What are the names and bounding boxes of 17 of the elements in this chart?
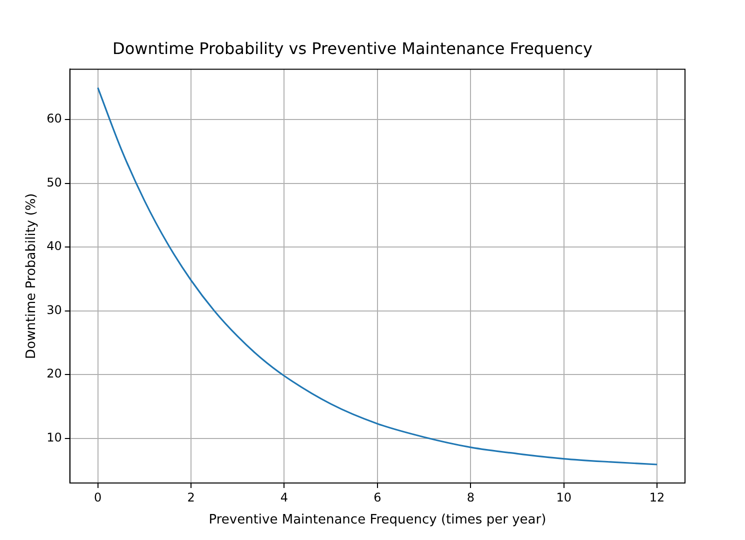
y-tick-label: 50 bbox=[46, 175, 62, 190]
line-series bbox=[97, 86, 658, 466]
y-tick-label: 20 bbox=[46, 366, 62, 381]
x-tick-label: 4 bbox=[280, 490, 288, 504]
x-axis-title: Preventive Maintenance Frequency (times per year) bbox=[208, 512, 546, 528]
y-axis-title: Downtime Probability (%) bbox=[24, 193, 40, 359]
chart-title: Downtime Probability vs Preventive Maintenance Frequency bbox=[112, 38, 592, 58]
x-tick-label: 10 bbox=[556, 490, 572, 504]
x-tick-label: 0 bbox=[94, 490, 102, 504]
y-tick-label: 60 bbox=[46, 112, 62, 126]
x-tick-label: 6 bbox=[374, 490, 382, 504]
y-tick-label: 40 bbox=[46, 239, 62, 254]
y-tick-label: 30 bbox=[46, 302, 62, 317]
y-tick-label: 10 bbox=[46, 430, 62, 444]
x-tick-label: 12 bbox=[649, 490, 665, 504]
x-tick-label: 8 bbox=[466, 490, 474, 504]
x-tick-label: 2 bbox=[187, 490, 195, 504]
